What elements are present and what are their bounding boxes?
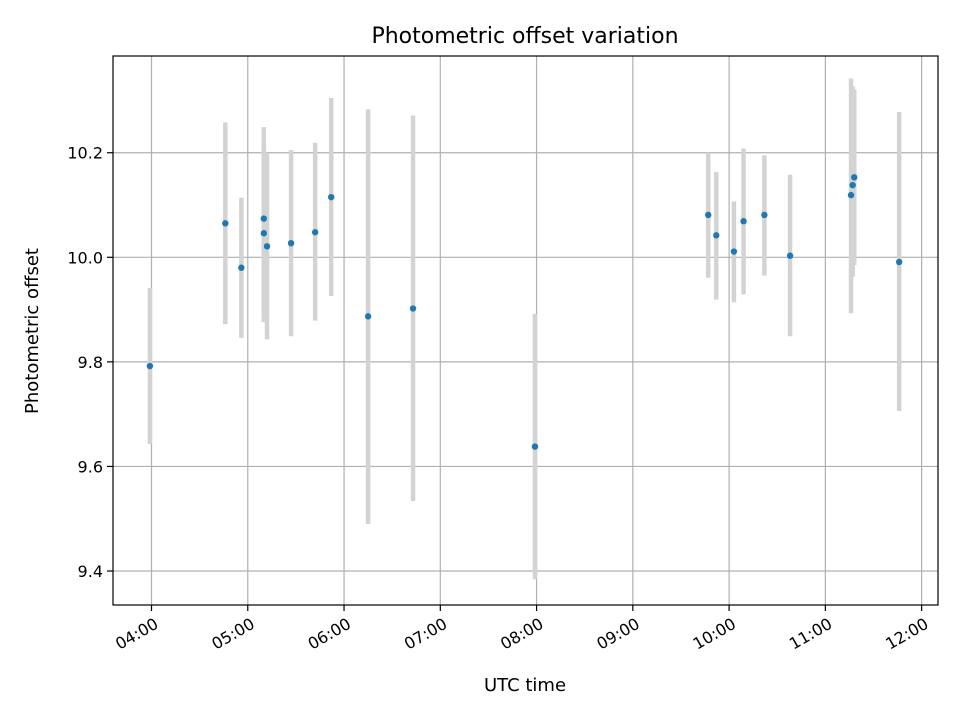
chart-title: Photometric offset variation <box>371 24 678 49</box>
data-point <box>238 264 245 271</box>
data-point <box>895 258 903 266</box>
data-point <box>713 232 720 239</box>
y-tick-label: 9.4 <box>78 562 103 581</box>
data-point <box>531 443 539 450</box>
y-axis-ticks: 9.4 9.6 9.8 10.0 10.2 <box>67 144 113 581</box>
data-point <box>263 243 271 250</box>
data-point <box>328 193 335 201</box>
data-point <box>705 211 712 219</box>
data-points <box>146 174 903 450</box>
x-axis-label: UTC time <box>484 675 566 696</box>
data-point <box>740 218 747 225</box>
data-point <box>761 211 768 219</box>
y-axis-label: Photometric offset <box>22 248 43 414</box>
data-point <box>287 239 295 247</box>
data-point <box>847 191 855 199</box>
data-point <box>786 252 794 259</box>
data-point <box>311 229 319 236</box>
data-point <box>260 230 268 237</box>
data-point <box>222 220 229 227</box>
data-point <box>364 313 372 320</box>
data-point <box>260 215 268 222</box>
y-tick-label: 9.8 <box>78 353 103 372</box>
data-point <box>849 181 856 189</box>
data-point <box>851 174 858 181</box>
plot-area-frame <box>112 55 939 606</box>
data-point <box>146 362 154 370</box>
data-point <box>730 248 738 255</box>
y-tick-label: 10.0 <box>67 248 103 267</box>
y-tick-label: 9.6 <box>78 457 103 476</box>
y-tick-label: 10.2 <box>67 144 103 163</box>
data-point <box>409 305 417 312</box>
